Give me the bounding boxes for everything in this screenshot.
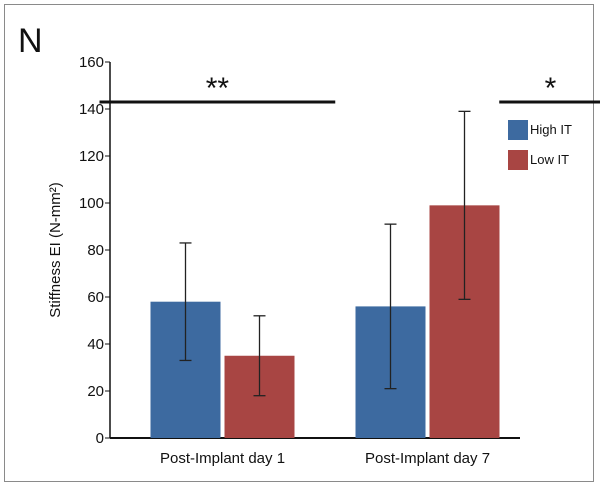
error-bars bbox=[179, 110, 471, 397]
category-label: Post-Implant day 7 bbox=[365, 450, 490, 467]
significance-markers: ** * bbox=[99, 72, 600, 105]
category-labels: Post-Implant day 1 Post-Implant day 7 bbox=[160, 450, 490, 467]
y-axis-label-group: Stiffness EI (N-mm²) bbox=[47, 182, 64, 318]
y-tick-label: 0 bbox=[96, 430, 104, 447]
y-tick-label: 100 bbox=[79, 195, 104, 212]
y-tick-label: 40 bbox=[87, 336, 104, 353]
legend-swatch bbox=[508, 120, 528, 140]
y-tick-label: 60 bbox=[87, 289, 104, 306]
legend-swatch bbox=[508, 150, 528, 170]
y-tick-label: 160 bbox=[79, 54, 104, 71]
legend-label: Low IT bbox=[530, 152, 569, 167]
significance-label: * bbox=[545, 72, 557, 105]
y-axis-label: Stiffness EI (N-mm²) bbox=[47, 182, 64, 318]
significance-label: ** bbox=[206, 72, 230, 105]
category-label: Post-Implant day 1 bbox=[160, 450, 285, 467]
y-tick-label: 140 bbox=[79, 101, 104, 118]
legend-label: High IT bbox=[530, 122, 572, 137]
y-tick-label: 120 bbox=[79, 148, 104, 165]
y-tick-label: 80 bbox=[87, 242, 104, 259]
panel-label: N bbox=[18, 22, 43, 60]
bars bbox=[150, 205, 500, 438]
y-tick-label: 20 bbox=[87, 383, 104, 400]
legend: High IT Low IT bbox=[508, 120, 572, 170]
